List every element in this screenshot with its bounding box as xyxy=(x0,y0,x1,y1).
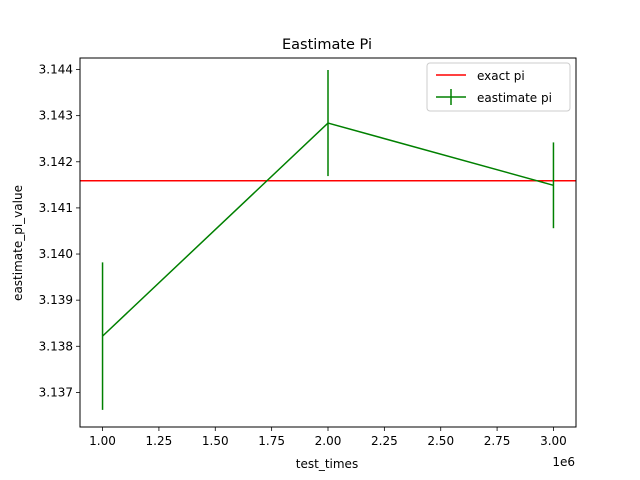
y-axis: 3.137 3.138 3.139 3.140 3.141 3.142 3.143 3.144 xyxy=(39,63,80,399)
x-axis: 1.00 1.25 1.50 1.75 2.00 2.25 2.50 2.75 3.00 xyxy=(89,427,567,448)
y-axis-label: eastimate_pi_value xyxy=(11,185,25,301)
x-tick-label: 1.25 xyxy=(146,434,173,448)
chart-title: Eastimate Pi xyxy=(282,37,372,53)
plot-area xyxy=(80,69,576,410)
axes-frame xyxy=(79,57,577,428)
y-tick-label: 3.142 xyxy=(39,155,73,169)
legend-estimate-pi-label: eastimate pi xyxy=(477,91,552,105)
x-tick-label: 2.00 xyxy=(315,434,342,448)
legend: exact pi eastimate pi xyxy=(426,62,571,112)
x-tick-label: 3.00 xyxy=(540,434,567,448)
x-axis-label: test_times xyxy=(296,457,358,471)
x-tick-label: 1.00 xyxy=(89,434,116,448)
eastimate-pi-line xyxy=(102,122,554,337)
y-tick-label: 3.140 xyxy=(39,247,73,261)
x-tick-label: 2.75 xyxy=(484,434,511,448)
x-offset-label: 1e6 xyxy=(552,455,575,469)
y-tick-label: 3.139 xyxy=(39,293,73,307)
x-tick-label: 1.75 xyxy=(258,434,285,448)
y-tick-label: 3.144 xyxy=(39,63,73,77)
legend-exact-pi-label: exact pi xyxy=(477,69,525,83)
y-tick-label: 3.137 xyxy=(39,385,73,399)
y-tick-label: 3.143 xyxy=(39,109,73,123)
x-tick-label: 1.50 xyxy=(202,434,229,448)
x-tick-label: 2.25 xyxy=(371,434,398,448)
x-tick-label: 2.50 xyxy=(427,434,454,448)
y-tick-label: 3.141 xyxy=(39,201,73,215)
y-tick-label: 3.138 xyxy=(39,339,73,353)
